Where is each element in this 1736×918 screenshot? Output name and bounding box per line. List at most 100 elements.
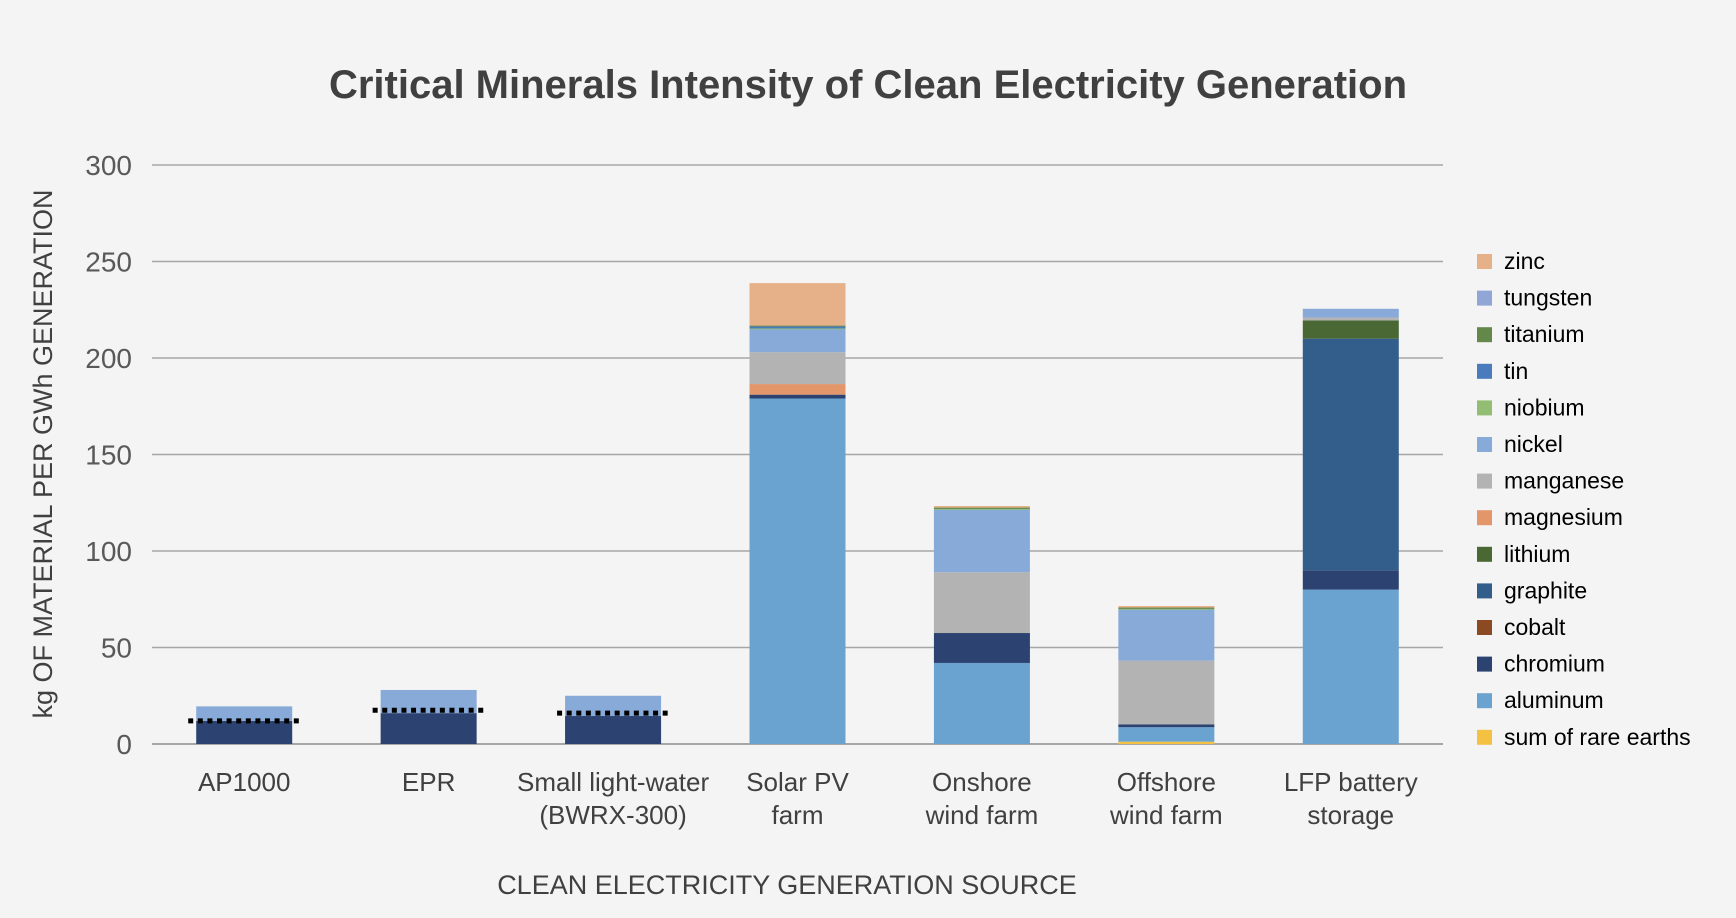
bar-segment-aluminum (933, 662, 1030, 744)
bar-segment-zinc (1118, 606, 1215, 608)
bar-segment-zinc (933, 506, 1030, 508)
bar-segment-chromium (1302, 570, 1399, 590)
bar-segment-aluminum (749, 398, 846, 744)
bar-segment-tin (749, 326, 846, 329)
x-tick-label: Offshore wind farm (1109, 767, 1223, 830)
legend-swatch (1477, 400, 1492, 416)
legend-item: graphite (1477, 577, 1587, 603)
legend-label: sum of rare earths (1504, 724, 1691, 750)
y-tick-label: 300 (85, 150, 132, 181)
bar-segment-manganese (749, 352, 846, 385)
legend-swatch (1477, 254, 1492, 269)
bar-segment-titanium (933, 507, 1030, 509)
bar-segment-nickel (749, 329, 846, 353)
legend-item: titanium (1477, 321, 1585, 347)
y-axis-ticks: 0 50 100 150 200 250 300 (85, 150, 132, 760)
legend-swatch (1477, 363, 1492, 379)
legend-label: nickel (1504, 431, 1563, 457)
bar-segment-aluminum (1302, 589, 1399, 744)
bar-stack (1118, 606, 1215, 744)
legend-label: manganese (1504, 468, 1624, 494)
bar-segment-manganese (933, 572, 1030, 634)
x-axis-categories: AP1000 EPR Small light-water (BWRX-300) Sola… (198, 767, 1418, 830)
legend-item: tungsten (1477, 285, 1592, 311)
legend-swatch (1477, 583, 1492, 599)
bar-segment-lithium (1302, 320, 1399, 339)
x-tick-label: AP1000 (198, 767, 291, 797)
legend-swatch (1477, 437, 1492, 452)
legend-item: niobium (1477, 394, 1585, 420)
y-tick-label: 100 (85, 536, 132, 567)
bar-segment-chromium (565, 716, 662, 744)
legend: zinc tungsten titanium tin niobium nickel mang… (1477, 248, 1691, 750)
y-tick-label: 150 (85, 440, 132, 471)
legend-swatch (1477, 473, 1492, 489)
y-tick-label: 0 (116, 729, 132, 760)
legend-label: chromium (1504, 651, 1605, 677)
bar-segment-manganese (1302, 317, 1399, 321)
legend-swatch (1477, 620, 1492, 635)
bar-segment-graphite (1302, 338, 1399, 571)
legend-label: aluminum (1504, 687, 1604, 713)
bar-segment-titanium (749, 325, 846, 327)
bar-segment-niobium (749, 328, 846, 330)
bar-segment-titanium (1118, 607, 1215, 609)
legend-swatch (1477, 656, 1492, 672)
legend-label: niobium (1504, 394, 1585, 420)
bars (196, 283, 1399, 744)
legend-label: tungsten (1504, 285, 1592, 311)
bar-segment-chromium (380, 713, 477, 744)
legend-label: zinc (1504, 248, 1545, 274)
y-tick-label: 50 (101, 633, 132, 664)
bar-stack (565, 695, 662, 744)
legend-label: titanium (1504, 321, 1585, 347)
bar-segment-magnesium (749, 384, 846, 395)
x-tick-label: Small light-water (BWRX-300) (517, 767, 710, 830)
bar-segment-chromium (933, 633, 1030, 663)
legend-item: manganese (1477, 468, 1624, 494)
legend-item: sum of rare earths (1477, 724, 1691, 750)
bar-segment-manganese (1118, 660, 1215, 725)
bar-segment-chromium (749, 394, 846, 399)
bar-stack (933, 506, 1030, 744)
legend-swatch (1477, 729, 1492, 745)
bar-segment-chromium (196, 720, 293, 744)
legend-item: zinc (1477, 248, 1545, 274)
chart-title: Critical Minerals Intensity of Clean Ele… (329, 63, 1407, 107)
bar-stack (380, 689, 477, 744)
bar-segment-sum-of-rare-earths (1118, 741, 1215, 744)
x-tick-label: EPR (402, 767, 455, 797)
bar-stack (749, 283, 846, 744)
legend-label: tin (1504, 358, 1528, 384)
legend-item: cobalt (1477, 614, 1566, 640)
x-tick-label: LFP battery storage (1284, 767, 1418, 830)
legend-item: chromium (1477, 651, 1605, 677)
x-tick-label: Solar PV farm (746, 767, 849, 830)
bar-segment-chromium (1118, 724, 1215, 728)
x-tick-label: Onshore wind farm (925, 767, 1039, 830)
y-axis-label: kg OF MATERIAL PER GWh GENERATION (28, 189, 58, 718)
legend-item: lithium (1477, 541, 1570, 567)
bar-segment-nickel (1302, 308, 1399, 318)
bar-segment-nickel (380, 689, 477, 714)
y-tick-label: 250 (85, 247, 132, 278)
legend-label: lithium (1504, 541, 1570, 567)
legend-swatch (1477, 290, 1492, 306)
bar-segment-nickel (196, 706, 293, 721)
legend-swatch (1477, 327, 1492, 343)
y-tick-label: 200 (85, 343, 132, 374)
bar-segment-nickel (933, 509, 1030, 573)
bar-segment-aluminum (1118, 727, 1215, 742)
legend-label: cobalt (1504, 614, 1566, 640)
legend-swatch (1477, 510, 1492, 526)
bar-segment-niobium (933, 508, 1030, 510)
legend-item: nickel (1477, 431, 1563, 457)
x-axis-label: CLEAN ELECTRICITY GENERATION SOURCE (497, 870, 1077, 900)
legend-label: magnesium (1504, 504, 1623, 530)
bar-stack (196, 706, 293, 744)
legend-item: aluminum (1477, 687, 1604, 713)
legend-swatch (1477, 546, 1492, 562)
legend-item: magnesium (1477, 504, 1623, 530)
legend-label: graphite (1504, 577, 1587, 603)
